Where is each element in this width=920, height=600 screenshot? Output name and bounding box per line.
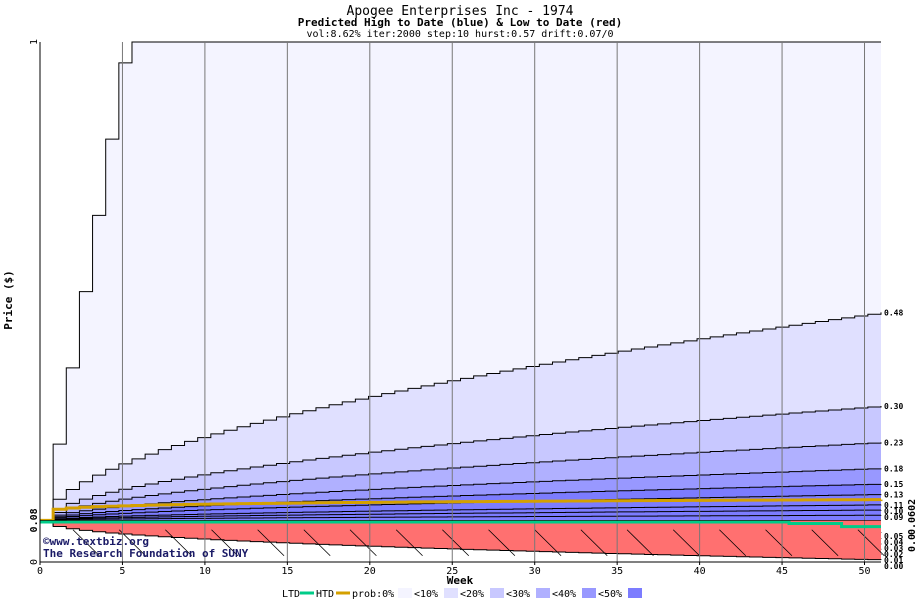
y-tick-label-0: 0 bbox=[29, 559, 40, 565]
x-tick-label-45: 45 bbox=[776, 566, 788, 577]
end-label-15: 0.00 bbox=[884, 562, 903, 571]
watermark-org: The Research Foundation of SUNY bbox=[43, 547, 249, 560]
x-tick-label-0: 0 bbox=[37, 566, 43, 577]
ltd-hatch-9 bbox=[442, 529, 470, 557]
end-label-14: 0.01 bbox=[884, 556, 903, 565]
x-tick-label-10: 10 bbox=[199, 566, 211, 577]
legend-swatch-3 bbox=[536, 588, 550, 598]
legend-swatch-2 bbox=[490, 588, 504, 598]
legend-swatch-4 bbox=[582, 588, 596, 598]
htd-band-boundary-5 bbox=[40, 468, 882, 521]
end-label-10: 0.05 bbox=[884, 532, 903, 541]
x-tick-label-15: 15 bbox=[281, 566, 293, 577]
axes: 0 5 10 15 20 25 30 35 40 45 50 0 0.08 1 0.48 0.30 0.23 0.… bbox=[29, 39, 918, 577]
chart-subtitle: Predicted High to Date (blue) & Low to D… bbox=[298, 16, 623, 29]
htd-band-boundary-2 bbox=[40, 312, 882, 521]
ltd-hatch-3 bbox=[165, 529, 192, 557]
x-tick-label-50: 50 bbox=[858, 566, 870, 577]
legend-item-1: <10% bbox=[414, 589, 438, 600]
legend-ltd-label: LTD bbox=[282, 589, 300, 600]
htd-band-boundary-3 bbox=[40, 406, 882, 521]
legend-htd-label: HTD bbox=[316, 589, 334, 600]
end-label-1: 0.48 bbox=[884, 308, 903, 317]
legend-swatch-0 bbox=[398, 588, 412, 598]
ltd-band-6 bbox=[40, 520, 881, 560]
htd-inner-line-3 bbox=[40, 509, 882, 521]
end-label-12: 0.03 bbox=[884, 544, 903, 553]
end-label-9: 0.09 bbox=[884, 513, 903, 522]
ltd-hatch-16 bbox=[765, 529, 793, 557]
ltd-hatch-7 bbox=[349, 529, 377, 557]
x-axis-label: Week bbox=[447, 574, 474, 587]
legend-swatch-1 bbox=[444, 588, 458, 598]
htd-band-boundary-6 bbox=[40, 483, 882, 521]
ltd-hatch-4 bbox=[211, 529, 239, 557]
y-tick-label-1: 1 bbox=[29, 39, 40, 45]
htd-inner-line-4 bbox=[40, 514, 882, 521]
htd-band-boundary-1 bbox=[40, 41, 881, 521]
ltd-hatch-14 bbox=[672, 529, 700, 557]
ltd-hatch-1 bbox=[72, 529, 100, 557]
end-label-3: 0.23 bbox=[884, 438, 903, 447]
htd-band-boundary-4 bbox=[40, 442, 882, 521]
ltd-band-boundary-6 bbox=[40, 519, 882, 561]
ltd-hatch-2 bbox=[118, 529, 146, 557]
series-ltd-line bbox=[40, 520, 881, 529]
ltd-hatch-11 bbox=[534, 529, 562, 557]
right-label-green: 0.0 bbox=[907, 534, 918, 552]
end-label-6: 0.13 bbox=[884, 490, 903, 499]
legend-item-5: <50% bbox=[598, 589, 622, 600]
end-label-13: 0.02 bbox=[884, 550, 903, 559]
legend-item-2: <20% bbox=[460, 589, 484, 600]
end-label-5: 0.15 bbox=[884, 480, 903, 489]
x-tick-label-20: 20 bbox=[364, 566, 376, 577]
ltd-hatch-6 bbox=[303, 529, 331, 557]
ltd-hatch-8 bbox=[395, 529, 423, 557]
legend-swatch-5 bbox=[628, 588, 642, 598]
x-tick-label-5: 5 bbox=[119, 566, 125, 577]
ltd-hatch-12 bbox=[580, 529, 608, 557]
ltd-hatch-10 bbox=[488, 529, 516, 557]
x-tick-label-30: 30 bbox=[529, 566, 541, 577]
right-label-orange: 0.0602 bbox=[907, 499, 918, 535]
y-axis-label: Price ($) bbox=[2, 270, 15, 330]
legend: LTD HTD prob:0% <10% <20% <30% <40% <50% bbox=[282, 588, 642, 600]
chart-title: Apogee Enterprises Inc - 1974 bbox=[347, 4, 574, 19]
plot-area bbox=[40, 41, 885, 562]
legend-prob-label: prob:0% bbox=[352, 589, 394, 600]
end-label-8: 0.10 bbox=[884, 507, 903, 516]
end-label-11: 0.04 bbox=[884, 538, 903, 547]
chart-params: vol:8.62% iter:2000 step:10 hurst:0.57 d… bbox=[306, 29, 613, 40]
ltd-hatch-5 bbox=[257, 529, 285, 557]
end-label-4: 0.18 bbox=[884, 464, 903, 473]
watermark-url: ©www.textbiz.org bbox=[43, 535, 149, 548]
ltd-hatch-13 bbox=[626, 529, 654, 557]
series-htd-line bbox=[40, 498, 883, 522]
htd-inner-line-2 bbox=[40, 504, 882, 521]
y-tick-label-0.08: 0.08 bbox=[29, 508, 40, 532]
x-tick-label-35: 35 bbox=[611, 566, 623, 577]
ltd-hatch-15 bbox=[719, 529, 747, 557]
legend-item-3: <30% bbox=[506, 589, 530, 600]
legend-item-4: <40% bbox=[552, 589, 576, 600]
end-label-2: 0.30 bbox=[884, 402, 903, 411]
ltd-hatch-17 bbox=[811, 529, 839, 557]
ltd-hatch-18 bbox=[857, 529, 885, 557]
end-label-7: 0.11 bbox=[884, 501, 903, 510]
x-tick-label-25: 25 bbox=[446, 566, 458, 577]
x-tick-label-40: 40 bbox=[694, 566, 706, 577]
